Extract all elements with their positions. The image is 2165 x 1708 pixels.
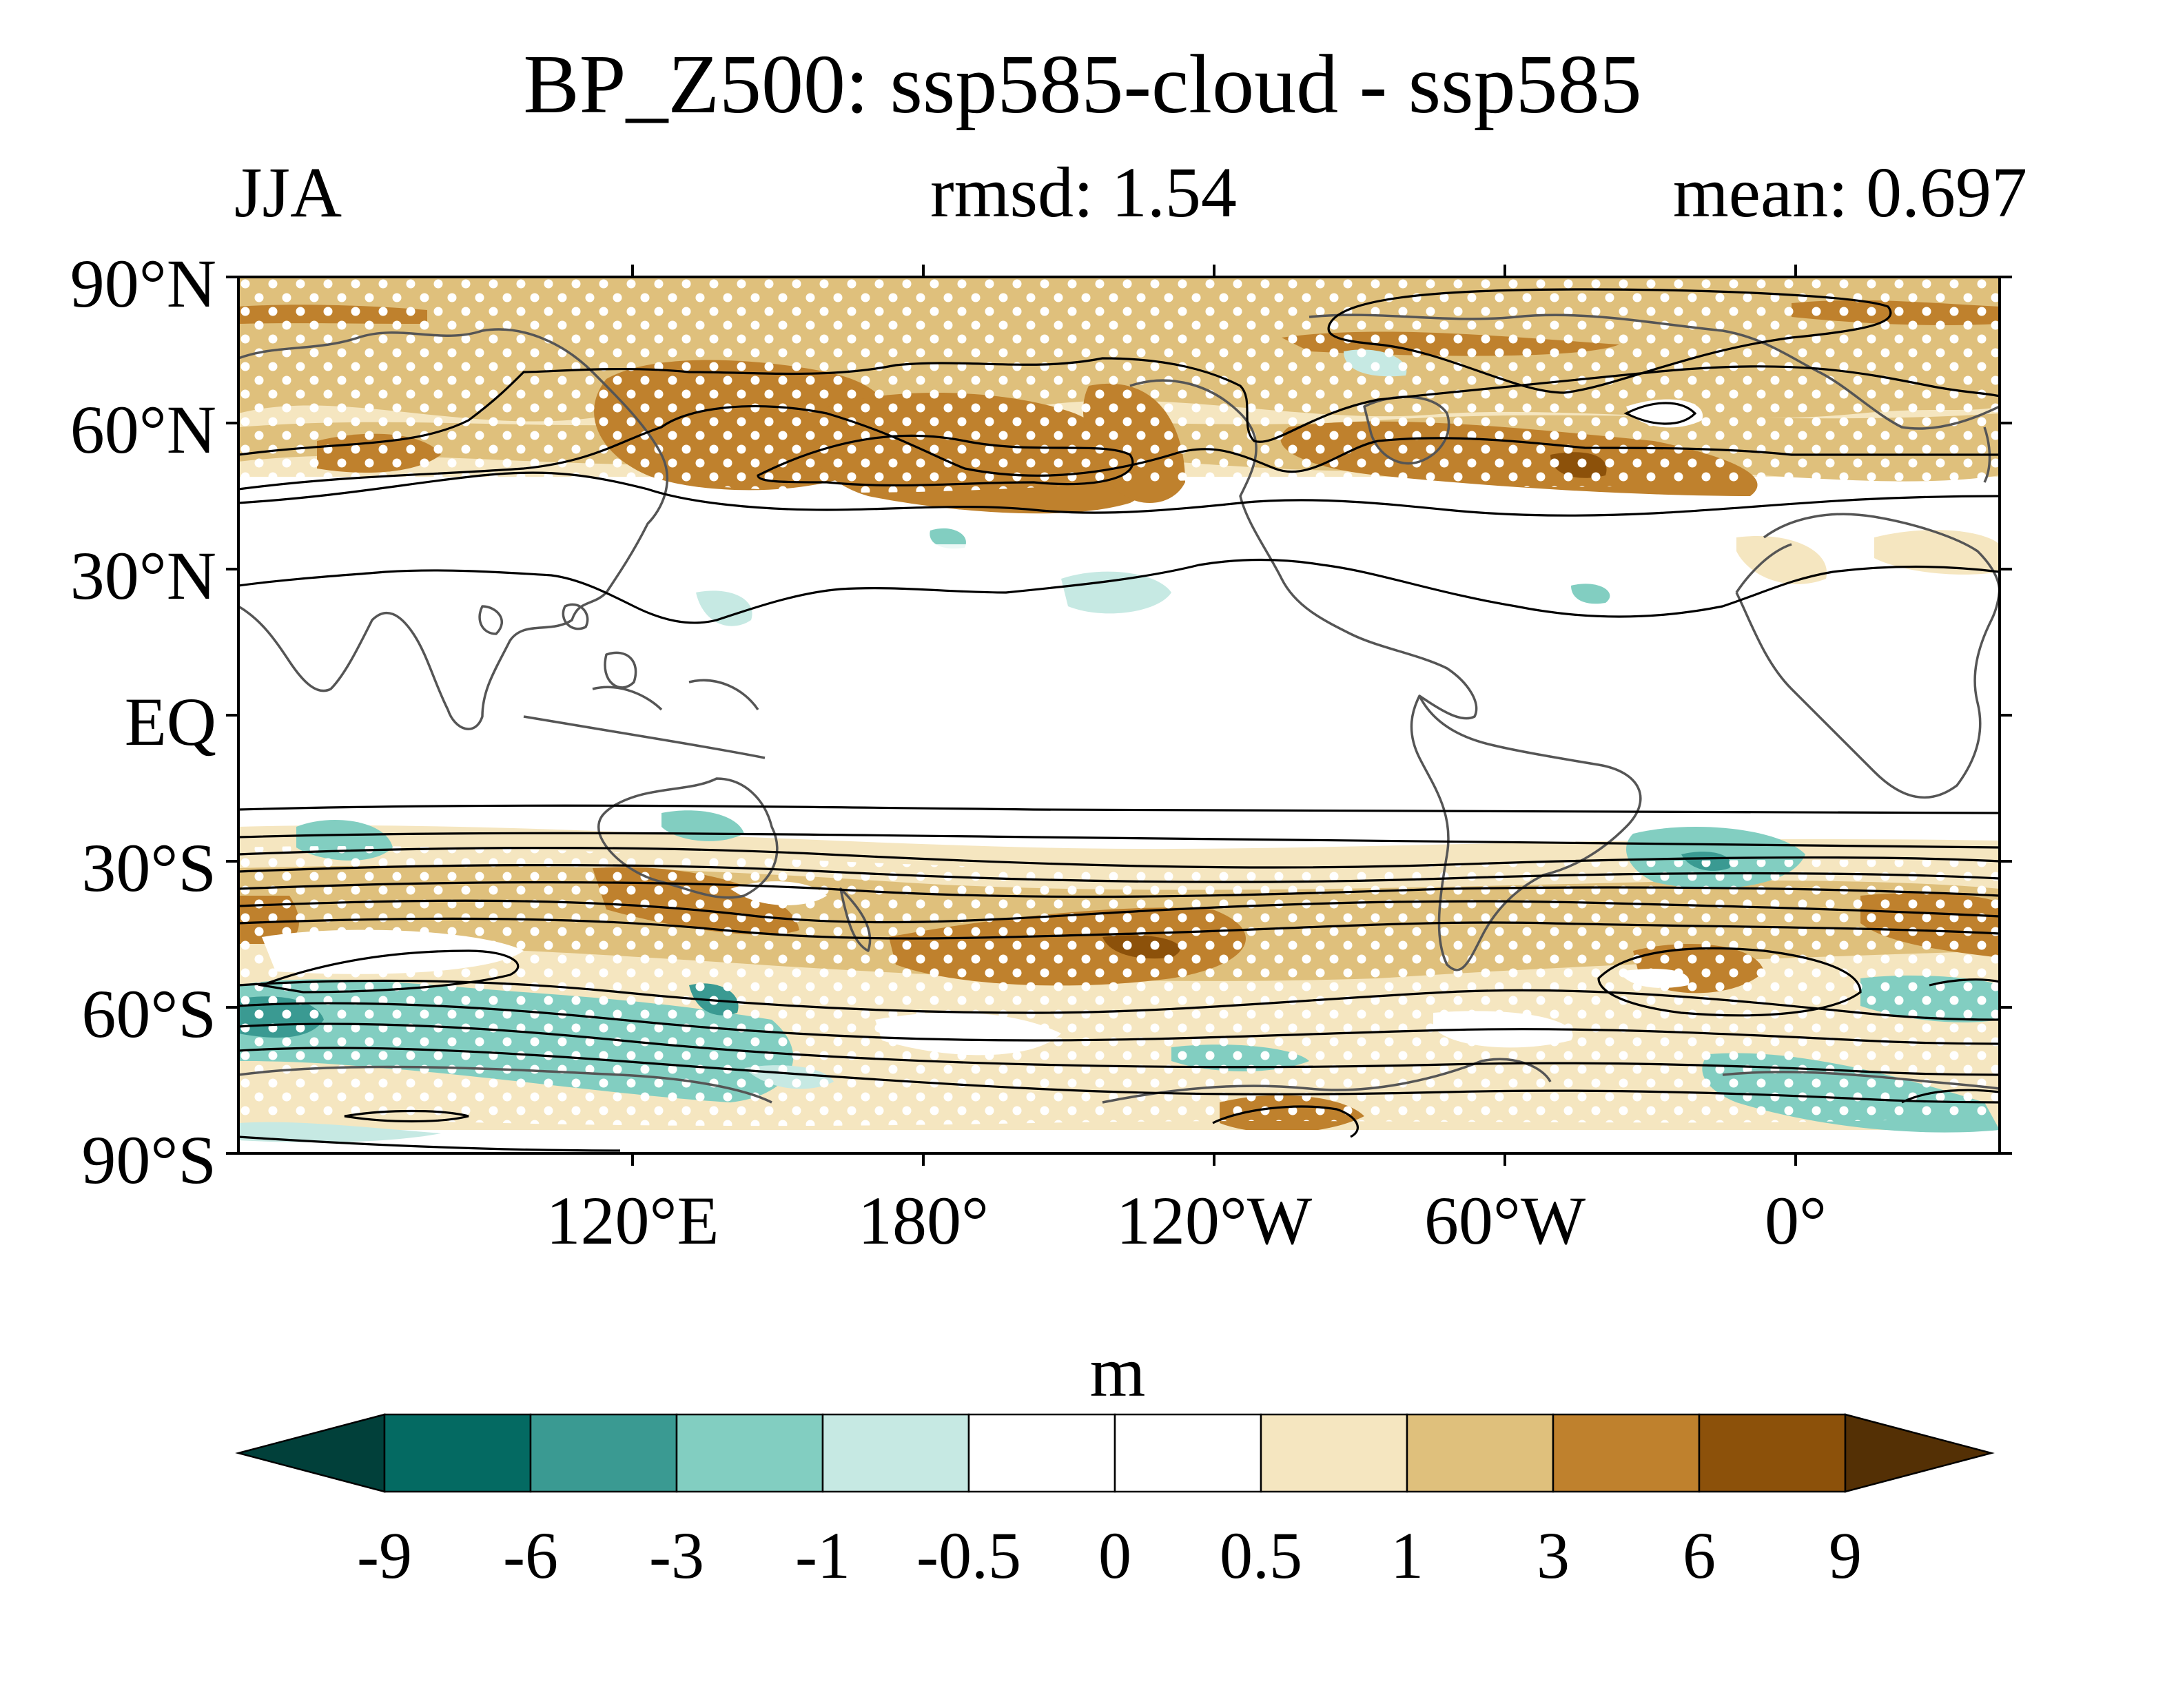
colorbar-bin — [1406, 1413, 1555, 1493]
colorbar-tick-label: -0.5 — [916, 1519, 1021, 1592]
map-frame — [226, 265, 2012, 1166]
colorbar-tick-label: 9 — [1829, 1519, 1862, 1592]
lat-label-30n: 30°N — [70, 537, 216, 614]
colorbar-bin — [529, 1413, 678, 1493]
lat-label-90n: 90°N — [70, 245, 216, 322]
colorbar-unit: m — [1089, 1333, 1146, 1412]
colorbar-tick-label: -6 — [503, 1519, 558, 1592]
colorbar-bin — [967, 1413, 1116, 1493]
lat-label-eq: EQ — [124, 683, 216, 760]
lon-label-120e: 120°E — [546, 1182, 719, 1259]
coastlines — [238, 313, 2000, 1104]
contour-lines — [238, 288, 2000, 1152]
rmsd-label: rmsd: 1.54 — [930, 153, 1237, 232]
colorbar-tick-label: -3 — [649, 1519, 704, 1592]
colorbar-under-triangle — [235, 1413, 386, 1493]
colorbar-bin — [821, 1413, 970, 1493]
colorbar-tick-label: 0.5 — [1220, 1519, 1302, 1592]
colorbar-tick-label: 1 — [1391, 1519, 1424, 1592]
lat-label-60s: 60°S — [81, 976, 216, 1052]
colorbar-bin — [383, 1413, 532, 1493]
season-label: JJA — [234, 153, 342, 232]
colorbar-bin — [1552, 1413, 1701, 1493]
colorbar-over-triangle — [1844, 1413, 1995, 1493]
mean-label: mean: 0.697 — [1672, 153, 2027, 232]
lon-label-60w: 60°W — [1424, 1182, 1586, 1259]
colorbar-tick-label: 3 — [1537, 1519, 1570, 1592]
colorbar-tick-label: 6 — [1683, 1519, 1716, 1592]
lon-label-0: 0° — [1765, 1182, 1827, 1259]
figure-title: BP_Z500: ssp585-cloud - ssp585 — [523, 38, 1642, 131]
colorbar-tick-label: -9 — [357, 1519, 412, 1592]
colorbar — [235, 1413, 1995, 1493]
colorbar-bin — [1260, 1413, 1408, 1493]
colorbar-tick-label: 0 — [1098, 1519, 1131, 1592]
colorbar-bin — [675, 1413, 824, 1493]
colorbar-bin — [1698, 1413, 1847, 1493]
lon-label-120w: 120°W — [1116, 1182, 1313, 1259]
lon-label-180: 180° — [858, 1182, 989, 1259]
significance-stippling — [238, 277, 2000, 1126]
map-area — [238, 277, 2000, 1153]
colorbar-bin — [1114, 1413, 1262, 1493]
lat-label-30s: 30°S — [81, 830, 216, 906]
colorbar-tick-label: -1 — [795, 1519, 850, 1592]
lat-label-60n: 60°N — [70, 391, 216, 468]
lat-label-90s: 90°S — [81, 1122, 216, 1198]
